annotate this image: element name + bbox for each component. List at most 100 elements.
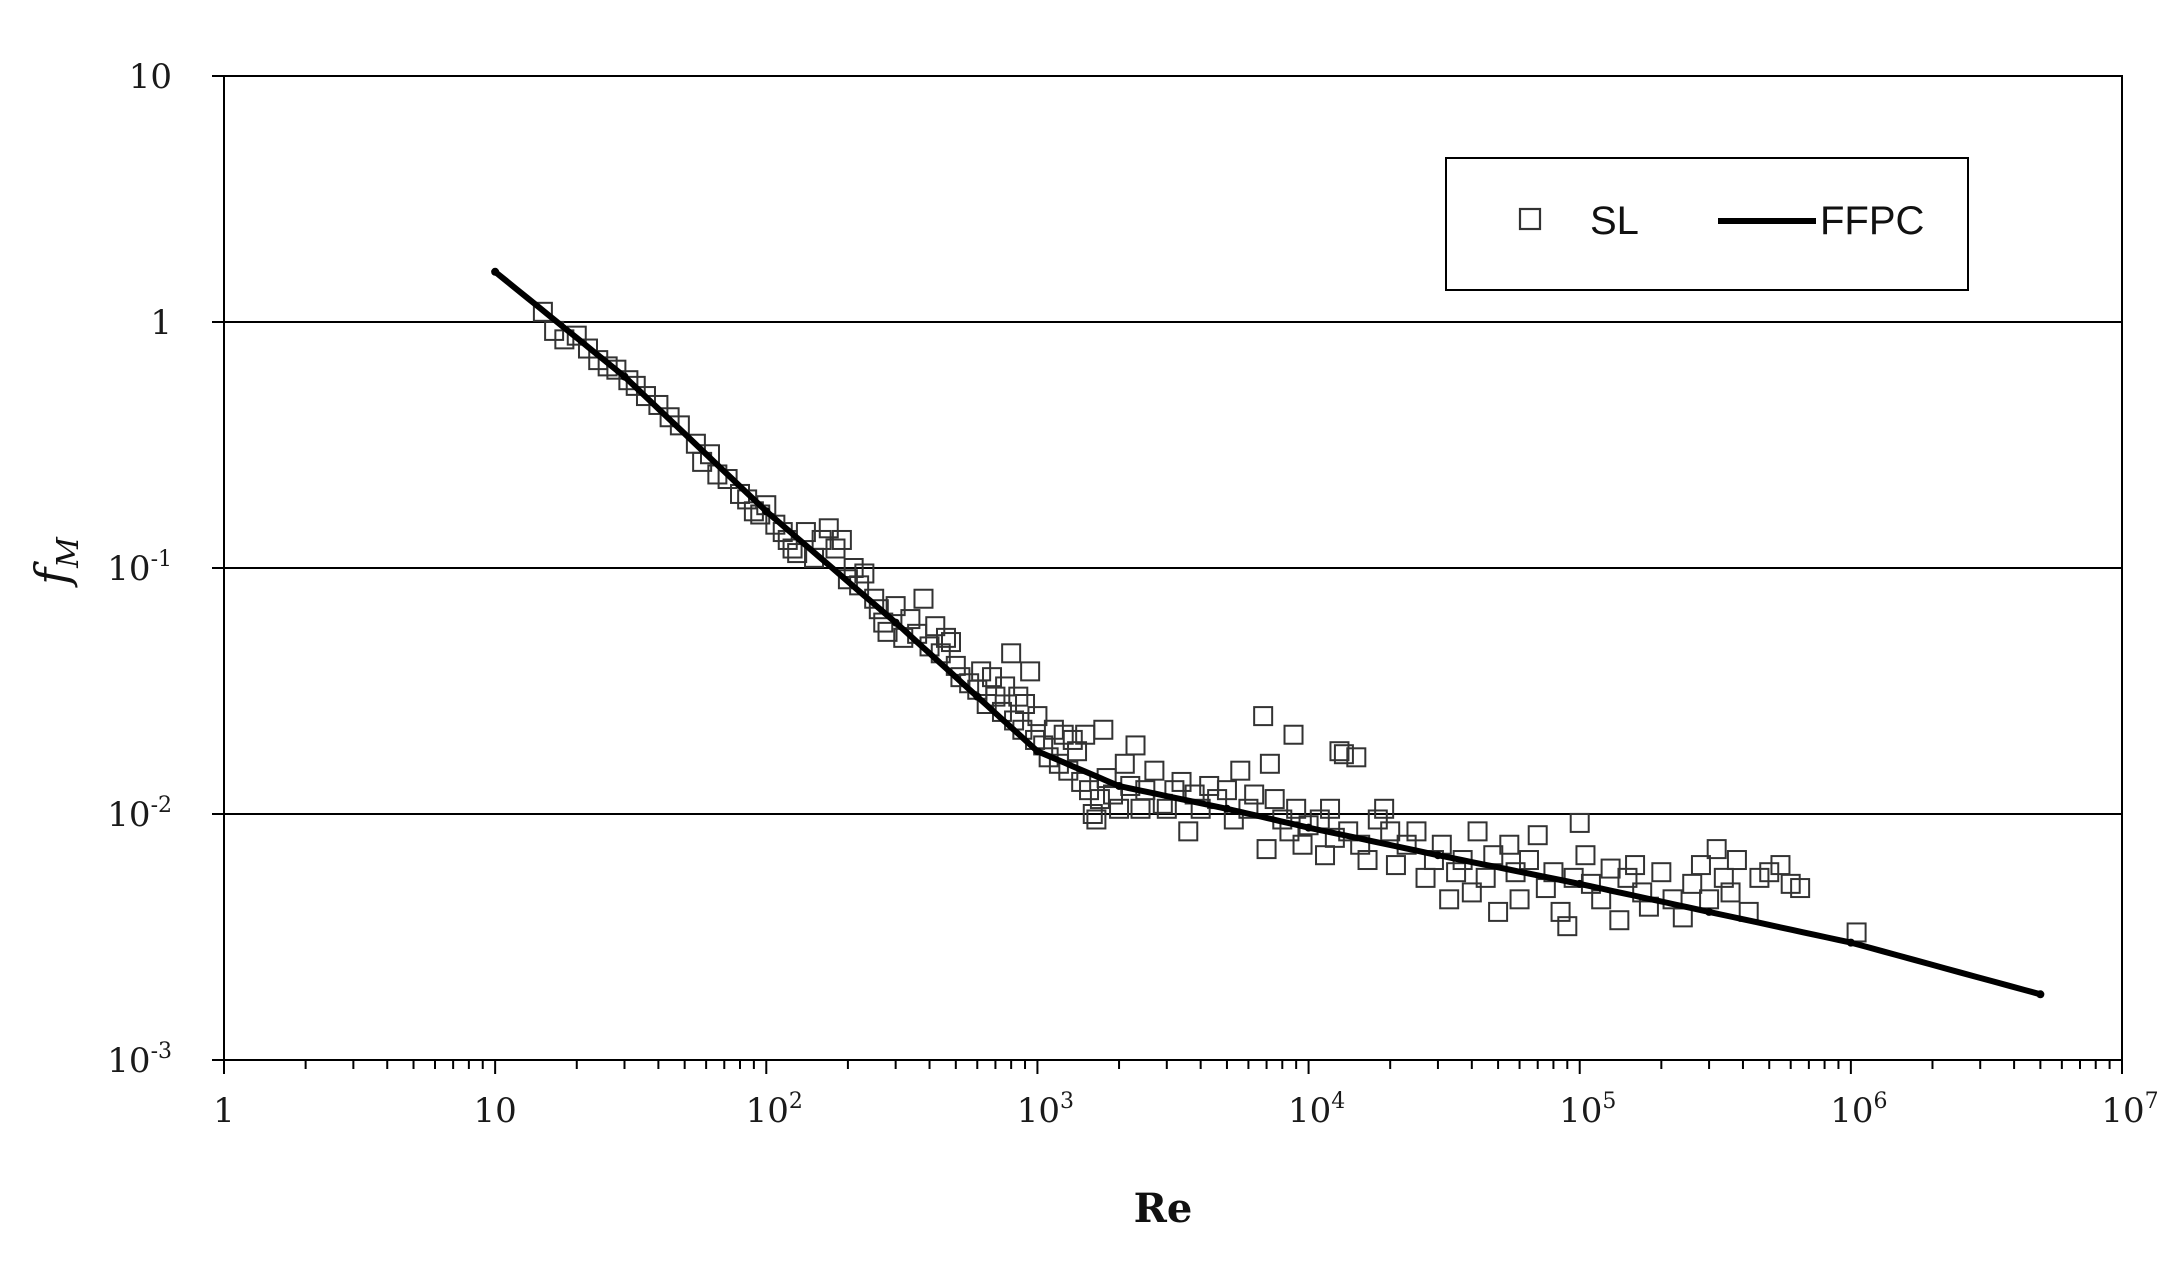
data-point-sl — [1315, 845, 1336, 866]
grid-lines — [224, 321, 2122, 815]
data-point-sl — [1575, 845, 1596, 866]
data-point-sl — [1264, 789, 1285, 810]
data-point-sl — [1527, 825, 1548, 846]
line-vertex-ffpc — [1222, 804, 1231, 813]
data-point-sl — [566, 325, 587, 346]
data-point-sl — [1509, 889, 1530, 910]
line-vertex-ffpc — [1033, 747, 1042, 756]
line-vertex-ffpc — [2036, 990, 2045, 999]
data-point-sl — [1114, 753, 1135, 774]
legend-label-ffpc: FFPC — [1820, 199, 1924, 243]
data-point-sl — [1320, 798, 1341, 819]
data-point-sl — [1713, 867, 1734, 888]
data-point-sl — [1333, 744, 1354, 765]
data-point-sl — [818, 518, 839, 539]
data-point-sl — [1109, 798, 1130, 819]
line-vertex-ffpc — [762, 507, 771, 516]
data-point-sl — [1216, 780, 1237, 801]
legend-box — [1445, 157, 1969, 291]
data-point-sl — [1625, 855, 1646, 876]
data-point-sl — [877, 621, 898, 642]
data-point-sl — [1475, 867, 1496, 888]
x-axis-title: Re — [1134, 1185, 1193, 1232]
data-point-sl — [1001, 643, 1022, 664]
data-point-sl — [1144, 760, 1165, 781]
data-point-sl — [1690, 855, 1711, 876]
data-point-sl — [1253, 706, 1274, 727]
x-tick-label: 1 — [213, 1091, 235, 1131]
y-tick-labels: 10-3 10-2 10-1 1 10 — [107, 57, 172, 1081]
data-point-sl — [1346, 747, 1367, 768]
line-vertex-ffpc — [1433, 851, 1442, 860]
data-point-sl — [1171, 771, 1192, 792]
data-point-sl — [900, 609, 921, 630]
x-tick-labels: 1 10 102 103 104 105 106 107 — [213, 1089, 2158, 1131]
legend-label-sl: SL — [1590, 199, 1639, 243]
x-tick-label: 103 — [1017, 1089, 1074, 1131]
line-vertex-ffpc — [973, 692, 982, 701]
data-point-sl — [1067, 741, 1088, 762]
data-point-sl — [606, 359, 627, 380]
y-tick-label: 10 — [129, 57, 172, 97]
data-point-sl — [1130, 798, 1151, 819]
data-point-sl — [787, 543, 808, 564]
legend: SL FFPC — [1445, 157, 1969, 291]
data-point-sl — [995, 676, 1016, 697]
data-point-sl — [971, 661, 992, 682]
data-point-sl — [1292, 834, 1313, 855]
x-tick-label: 107 — [2101, 1089, 2158, 1131]
data-point-sl — [1406, 821, 1427, 842]
data-point-sl — [1461, 882, 1482, 903]
data-point-sl — [1415, 867, 1436, 888]
data-point-sl — [1380, 821, 1401, 842]
legend-marker-sl — [1518, 207, 1542, 231]
data-point-sl — [1244, 784, 1265, 805]
data-point-sl — [1089, 789, 1110, 810]
data-point-sl — [1015, 693, 1036, 714]
data-point-sl — [1086, 809, 1107, 830]
data-point-sl — [1467, 821, 1488, 842]
data-point-sl — [1423, 850, 1444, 871]
data-point-sl — [1385, 855, 1406, 876]
data-point-sl — [1726, 850, 1747, 871]
line-vertex-ffpc — [1705, 907, 1714, 916]
data-point-sl — [625, 375, 646, 396]
data-point-sl — [648, 394, 669, 415]
line-vertex-ffpc — [1304, 823, 1313, 832]
data-point-sl — [935, 627, 956, 648]
data-point-sl — [1357, 850, 1378, 871]
line-vertex-ffpc — [891, 618, 900, 627]
data-point-sl — [669, 415, 690, 436]
data-point-sl — [1720, 882, 1741, 903]
line-vertex-ffpc — [1575, 879, 1584, 888]
x-tick-label: 105 — [1559, 1089, 1616, 1131]
data-point-sl — [1230, 760, 1251, 781]
data-point-sl — [1125, 735, 1146, 756]
data-point-sl — [1759, 862, 1780, 883]
data-point-sl — [913, 588, 934, 609]
data-point-sl — [1075, 724, 1096, 745]
data-point-sl — [1609, 910, 1630, 931]
data-point-sl — [1488, 901, 1509, 922]
x-tick-label: 102 — [746, 1089, 803, 1131]
data-point-sl — [837, 569, 858, 590]
data-point-sl — [831, 529, 852, 550]
line-vertex-ffpc — [620, 372, 629, 381]
x-tick-label: 106 — [1830, 1089, 1887, 1131]
svg-text:fM: fM — [25, 536, 86, 588]
data-point-sl — [577, 338, 598, 359]
data-point-sl — [1082, 804, 1103, 824]
data-point-sl — [1329, 741, 1350, 762]
data-point-sl — [1557, 916, 1578, 937]
data-point-sl — [1682, 873, 1703, 894]
data-point-sl — [1446, 862, 1467, 883]
data-point-sl — [699, 444, 720, 465]
line-vertex-ffpc — [1115, 781, 1124, 790]
data-point-sl — [1672, 907, 1693, 928]
data-point-sl — [782, 538, 803, 559]
data-point-sl — [532, 301, 553, 322]
y-tick-label: 10-3 — [107, 1039, 172, 1081]
data-point-sl — [1617, 867, 1638, 888]
data-point-sl — [1499, 834, 1520, 855]
